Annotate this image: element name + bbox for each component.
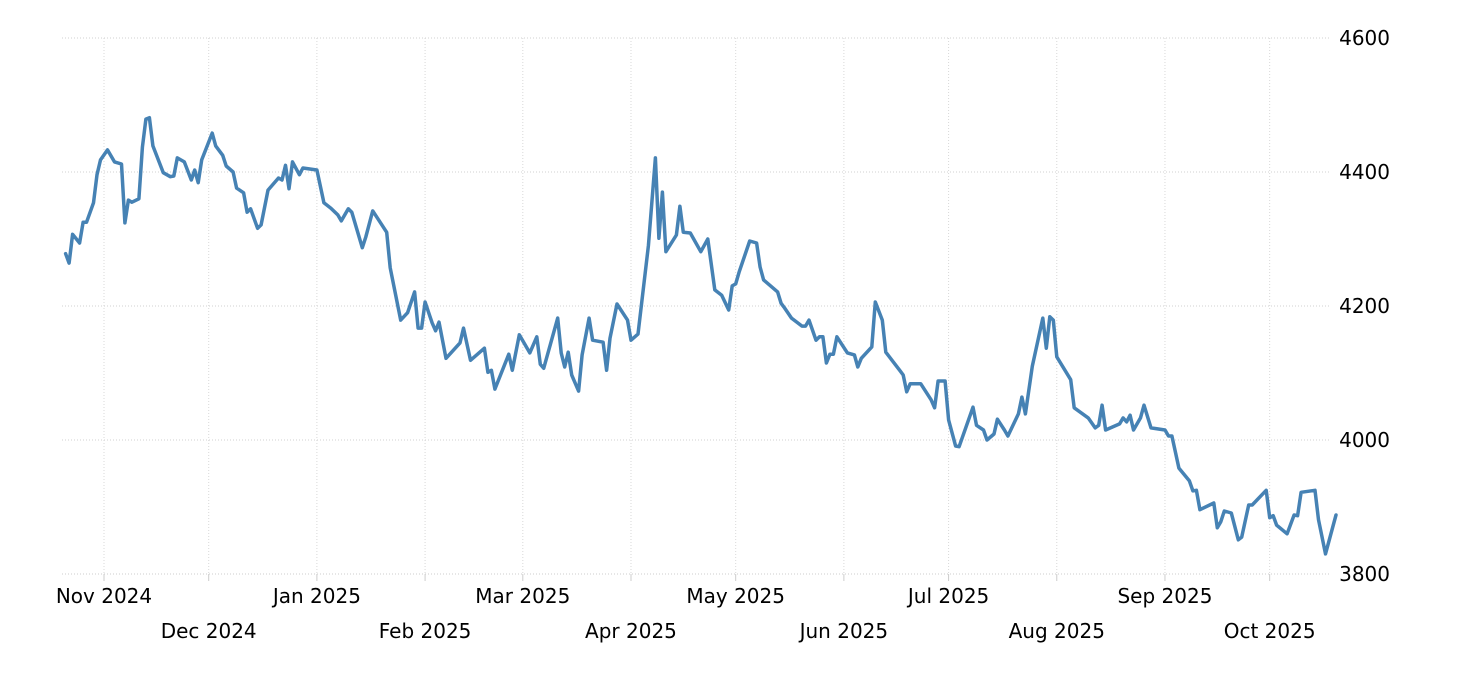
y-tick-label: 3800	[1339, 562, 1390, 586]
x-tick-label: Jul 2025	[906, 584, 989, 608]
y-tick-label: 4400	[1339, 160, 1390, 184]
y-axis: 3800 4000 4200 4400 4600	[1339, 26, 1390, 586]
x-tick-label: Jan 2025	[271, 584, 361, 608]
x-tick-label: Mar 2025	[475, 584, 570, 608]
x-tick-label: Feb 2025	[379, 619, 472, 643]
series-line	[63, 115, 1338, 556]
x-tick-label: May 2025	[686, 584, 785, 608]
y-tick-label: 4000	[1339, 428, 1390, 452]
gridlines	[62, 37, 1330, 575]
x-tick-label: Apr 2025	[585, 619, 677, 643]
x-tick-label: Dec 2024	[161, 619, 257, 643]
x-tick-label: Oct 2025	[1224, 619, 1316, 643]
y-tick-label: 4200	[1339, 294, 1390, 318]
plot-area	[63, 115, 1338, 556]
x-tick-label: Nov 2024	[56, 584, 152, 608]
x-tick-label: Jun 2025	[798, 619, 889, 643]
x-tick-label: Sep 2025	[1117, 584, 1212, 608]
y-tick-label: 4600	[1339, 26, 1390, 50]
x-tick-label: Aug 2025	[1009, 619, 1105, 643]
